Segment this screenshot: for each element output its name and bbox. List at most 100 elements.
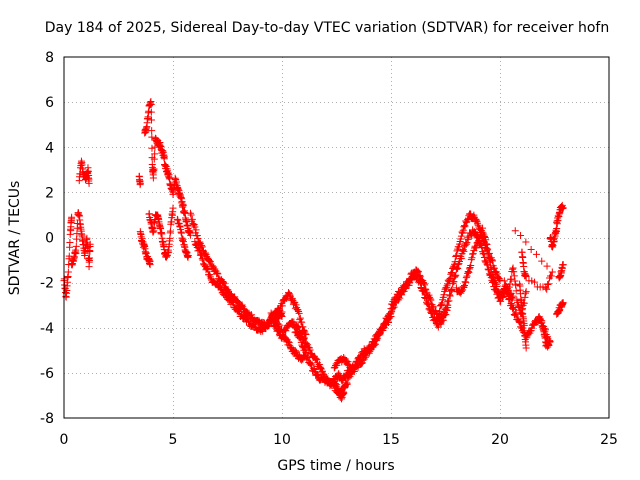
data-point [446, 276, 454, 284]
data-point [441, 285, 449, 293]
data-point [462, 274, 470, 282]
data-point [459, 246, 467, 254]
data-point [188, 215, 196, 223]
data-point [447, 286, 455, 294]
data-point [167, 227, 175, 235]
data-point [547, 272, 555, 280]
data-point [457, 288, 465, 296]
data-point [446, 291, 454, 299]
data-point [184, 252, 192, 260]
data-point [467, 256, 475, 264]
data-point [64, 268, 72, 276]
data-point [475, 237, 483, 245]
data-point [186, 209, 194, 217]
data-point [509, 292, 517, 300]
data-point [345, 374, 353, 382]
data-point [187, 211, 195, 219]
data-point [371, 335, 379, 343]
data-point [65, 252, 73, 260]
data-point [368, 342, 376, 350]
data-point [85, 179, 93, 187]
data-point [148, 133, 156, 141]
data-point [350, 367, 358, 375]
data-points [60, 98, 567, 403]
data-point [438, 314, 446, 322]
data-point [453, 264, 461, 272]
data-point [298, 356, 306, 364]
data-point [150, 165, 158, 173]
data-point [219, 278, 227, 286]
data-point [343, 379, 351, 387]
data-point [447, 287, 455, 295]
data-point [483, 260, 491, 268]
data-point [511, 277, 519, 285]
data-point [454, 265, 462, 273]
x-tick-label: 15 [382, 432, 400, 448]
y-tick-label: -6 [40, 366, 54, 382]
data-point [86, 254, 94, 262]
data-point [275, 321, 283, 329]
data-point [268, 312, 276, 320]
data-point [198, 255, 206, 263]
plot-frame [63, 56, 610, 419]
data-point [302, 340, 310, 348]
data-point [545, 280, 553, 288]
data-point [510, 268, 518, 276]
data-point [506, 280, 514, 288]
data-point [472, 216, 480, 224]
data-point [510, 305, 518, 313]
data-point [297, 334, 305, 342]
data-point [192, 240, 200, 248]
data-point [465, 268, 473, 276]
data-point [427, 296, 435, 304]
data-point [467, 262, 475, 270]
data-point [424, 300, 432, 308]
data-point [509, 264, 517, 272]
data-point [193, 232, 201, 240]
data-point [66, 238, 74, 246]
data-point [438, 299, 446, 307]
data-point [228, 297, 236, 305]
data-point [449, 279, 457, 287]
data-point [457, 254, 465, 262]
data-point [528, 324, 536, 332]
data-point [544, 280, 552, 288]
data-point [341, 382, 349, 390]
data-point [447, 270, 455, 278]
data-point [559, 204, 567, 212]
data-point [502, 281, 510, 289]
data-point [86, 240, 94, 248]
data-point [460, 281, 468, 289]
data-point [495, 275, 503, 283]
data-point [197, 251, 205, 259]
chart-title: Day 184 of 2025, Sidereal Day-to-day VTE… [45, 20, 609, 36]
data-point [468, 254, 476, 262]
data-point [381, 319, 389, 327]
data-point [295, 309, 303, 317]
data-point [472, 244, 480, 252]
data-point [451, 272, 459, 280]
x-tick-label: 0 [60, 432, 69, 448]
data-point [344, 358, 352, 366]
data-point [199, 256, 207, 264]
data-point [446, 292, 454, 300]
data-point [304, 353, 312, 361]
data-point [516, 319, 524, 327]
data-point [296, 314, 304, 322]
data-point [426, 295, 434, 303]
y-tick-label: 8 [45, 50, 54, 66]
x-tick-label: 20 [491, 432, 509, 448]
data-point [232, 302, 240, 310]
data-point [278, 302, 286, 310]
data-point [467, 210, 475, 218]
data-point [330, 379, 338, 387]
data-point [448, 269, 456, 277]
data-point [437, 301, 445, 309]
data-point [361, 353, 369, 361]
data-point [492, 279, 500, 287]
data-point [206, 273, 214, 281]
data-point [204, 266, 212, 274]
data-point [505, 283, 513, 291]
data-point [485, 255, 493, 263]
